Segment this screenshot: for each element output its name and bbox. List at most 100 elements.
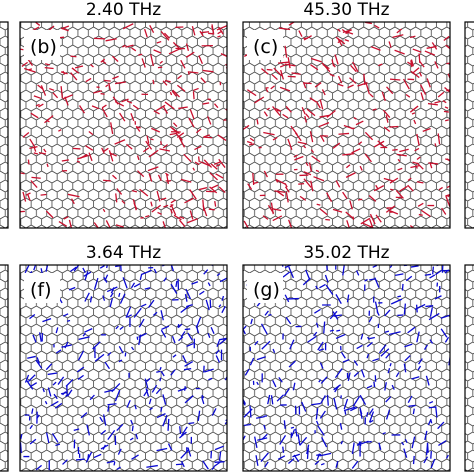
vector	[409, 105, 419, 113]
vector	[277, 61, 290, 64]
vector	[197, 156, 200, 163]
vector	[130, 113, 135, 122]
vector	[164, 79, 171, 83]
vector	[303, 171, 312, 176]
vector	[140, 269, 152, 276]
panel-label: (c)	[253, 36, 278, 58]
vector	[178, 336, 184, 342]
vector	[160, 141, 163, 145]
vector	[438, 186, 443, 191]
vector	[303, 35, 312, 41]
vector	[163, 204, 169, 208]
vector	[329, 310, 338, 320]
vector	[287, 458, 295, 464]
vector	[272, 348, 276, 354]
vector	[423, 456, 429, 464]
vector	[284, 63, 296, 67]
vector	[368, 194, 377, 202]
vector	[275, 178, 287, 185]
vector	[61, 344, 72, 348]
vector	[61, 159, 69, 162]
vector	[22, 191, 27, 202]
vector	[131, 190, 138, 193]
vector	[282, 113, 289, 119]
vector	[430, 419, 433, 424]
vector	[441, 207, 447, 215]
vector	[425, 443, 429, 456]
vector	[446, 62, 450, 65]
vector	[164, 32, 170, 39]
vector	[304, 115, 307, 123]
vector	[46, 119, 50, 123]
vector	[291, 429, 296, 437]
vector	[309, 131, 314, 143]
vector	[31, 176, 41, 179]
vector	[426, 78, 431, 88]
vector	[110, 287, 115, 294]
vector	[431, 42, 438, 50]
panel-frame	[19, 264, 228, 472]
vector	[147, 166, 159, 172]
vector	[54, 402, 63, 409]
vector	[417, 202, 424, 207]
vector	[152, 311, 158, 316]
vector	[172, 354, 177, 358]
vector	[47, 387, 52, 397]
vector	[279, 435, 287, 445]
vector	[202, 102, 210, 105]
vector	[70, 198, 75, 205]
vector	[428, 162, 439, 165]
vector	[357, 82, 368, 87]
vector	[44, 63, 50, 66]
vector	[112, 174, 117, 180]
vector	[107, 405, 110, 412]
vector	[266, 107, 270, 111]
vector	[366, 385, 373, 389]
vector	[387, 367, 391, 374]
vector	[256, 381, 259, 386]
vector	[33, 147, 37, 152]
vector	[160, 310, 164, 321]
vector	[35, 464, 43, 471]
vector	[65, 378, 74, 387]
vector	[216, 340, 220, 347]
vector	[319, 452, 332, 457]
vector	[151, 127, 161, 133]
vector	[384, 309, 391, 317]
vector	[176, 132, 185, 139]
vector	[203, 134, 210, 138]
vector	[396, 28, 403, 34]
vector	[429, 304, 434, 308]
vector	[64, 341, 69, 349]
vector	[93, 222, 100, 228]
vector	[103, 79, 111, 82]
vector	[378, 442, 382, 450]
vector	[408, 404, 416, 407]
vector	[383, 177, 394, 182]
vector	[132, 199, 137, 211]
panel-title: 3.64 THz	[86, 243, 161, 263]
vector	[407, 177, 412, 181]
vector	[102, 295, 106, 301]
vector	[404, 438, 408, 444]
vector	[143, 389, 149, 397]
panel-frame	[242, 21, 451, 229]
vector	[145, 140, 153, 150]
vector	[381, 91, 386, 102]
vector	[201, 396, 205, 405]
vector	[184, 395, 194, 404]
vector	[102, 414, 107, 426]
vector	[385, 409, 391, 420]
vector	[163, 277, 167, 282]
vector	[195, 316, 202, 329]
vector	[310, 180, 314, 192]
vector	[394, 49, 405, 55]
vector	[78, 336, 90, 341]
vector	[335, 180, 341, 188]
vector	[289, 339, 295, 350]
vector	[150, 138, 154, 141]
vector	[254, 436, 258, 448]
vector	[282, 446, 285, 453]
vector	[55, 443, 61, 447]
vector	[101, 104, 107, 109]
